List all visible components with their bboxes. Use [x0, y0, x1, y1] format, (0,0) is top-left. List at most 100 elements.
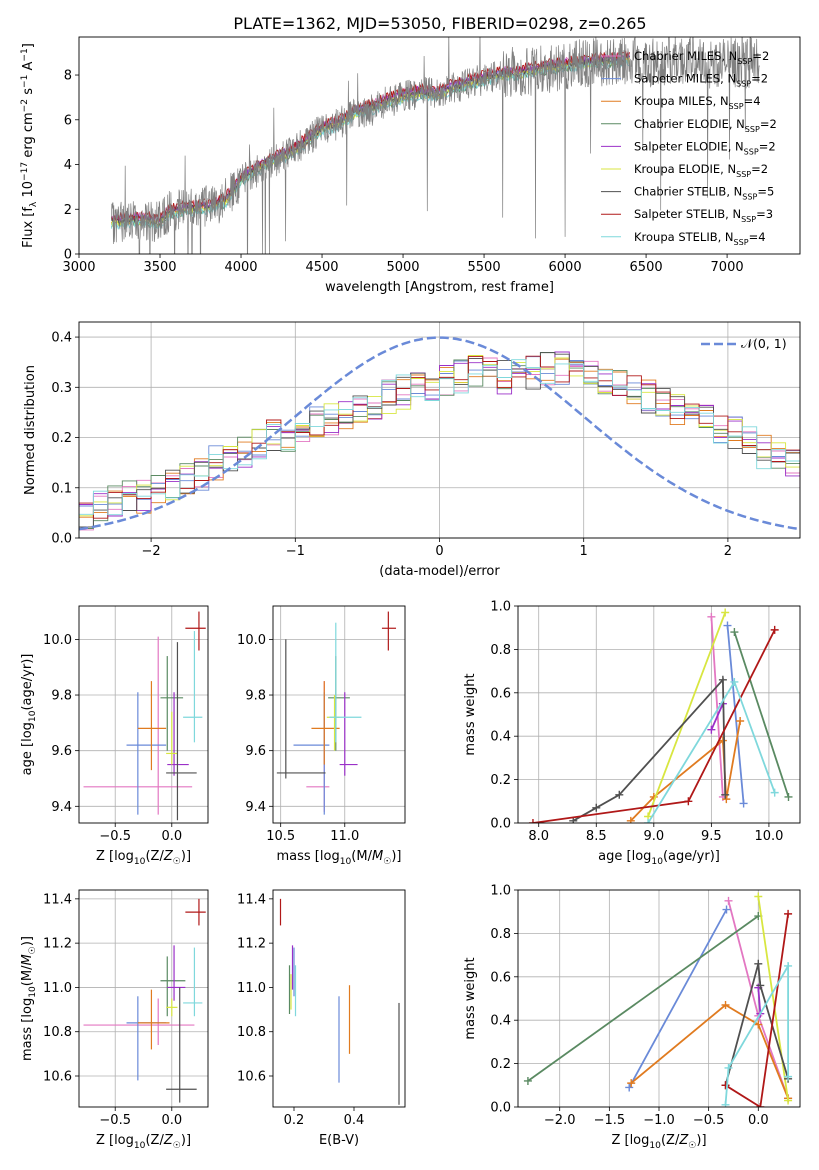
y-tick-label: 0.2 — [51, 431, 72, 446]
y-tick-label: 10.0 — [43, 633, 72, 648]
x-tick-label: 0.4 — [344, 1113, 365, 1128]
y-tick-label: 11.0 — [237, 981, 266, 996]
panel-mass-vs-z: −0.5 0.0 10.6 10.8 11.0 11.2 11.4 Z [log10(Z/Z☉… — [20, 889, 209, 1151]
mass-weight-marker — [756, 1103, 765, 1107]
x-tick-label: 0.0 — [161, 1113, 182, 1128]
y-tick-label: 9.4 — [51, 800, 72, 815]
mass-weight-line — [757, 987, 762, 1014]
data-weight-vs-age — [528, 608, 793, 823]
y-tick-label: 0.0 — [490, 817, 511, 832]
plot-layer: 3000 3500 4000 4500 5000 5500 6000 6500 7000 0 2 4 6… — [20, 36, 801, 1151]
axes-frame — [272, 605, 406, 824]
x-tick-label: 0.0 — [748, 1113, 769, 1128]
x-tick-label: 7000 — [711, 260, 744, 275]
mass-weight-line — [630, 1003, 789, 1099]
mass-weight-marker — [592, 803, 601, 812]
mass-weight-line — [725, 913, 789, 1107]
x-tick-label: −1 — [286, 544, 305, 559]
mass-weight-marker — [739, 799, 748, 808]
data-spectrum — [110, 37, 760, 254]
y-tick-label: 4 — [64, 158, 72, 173]
axes-frame — [78, 321, 801, 539]
mass-weight-marker — [722, 905, 731, 914]
x-tick-label: 6000 — [549, 260, 582, 275]
grid-weight-vs-age — [518, 605, 800, 824]
mass-weight-line — [733, 631, 790, 798]
residual-histogram-step — [79, 356, 800, 538]
axes-frame — [517, 889, 801, 1108]
x-tick-label: 8.0 — [528, 829, 549, 844]
y-tick-label: 0.3 — [51, 381, 72, 396]
x-tick-label: −1.0 — [643, 1113, 675, 1128]
legend-label: Chabrier ELODIE, NSSP=2 — [634, 117, 777, 134]
y-tick-label: 0.2 — [490, 1057, 511, 1072]
mass-weight-marker — [756, 981, 765, 990]
mass-weight-marker — [523, 1076, 532, 1085]
y-axis-label: mass weight — [463, 673, 478, 755]
x-axis-label: Z [log10(Z/Z☉)] — [96, 1133, 191, 1151]
grid-residuals — [79, 322, 800, 539]
mass-weight-marker — [736, 717, 745, 726]
y-axis-label: age [log10(age/yr)] — [20, 654, 38, 776]
y-tick-label: 9.8 — [51, 689, 72, 704]
y-tick-label: 11.4 — [237, 892, 266, 907]
panel-residuals: −2 −1 0 1 2 0.0 0.1 0.2 0.3 0.4 (data-model)/error… — [23, 321, 801, 579]
x-tick-label: 4500 — [305, 260, 338, 275]
x-tick-label: 8.5 — [586, 829, 607, 844]
axes-frame — [517, 605, 801, 824]
y-tick-label: 0.4 — [490, 730, 511, 745]
mass-weight-marker — [707, 612, 716, 621]
mass-weight-line — [710, 616, 724, 798]
mass-weight-marker — [754, 892, 763, 901]
axes-frame — [272, 889, 406, 1108]
legend-label: Kroupa STELIB, NSSP=4 — [634, 230, 766, 247]
y-tick-label: 9.6 — [51, 744, 72, 759]
residual-histogram-step — [79, 358, 800, 538]
x-tick-label: 10.0 — [754, 829, 783, 844]
residual-histogram-step — [79, 355, 800, 538]
axes-frame — [78, 36, 801, 255]
mass-weight-marker — [784, 961, 793, 970]
y-tick-label: 0.4 — [490, 1014, 511, 1029]
mass-weight-marker — [784, 1096, 793, 1105]
mass-weight-marker — [770, 625, 779, 634]
axes-frame — [78, 605, 209, 824]
grid-weight-vs-z — [518, 889, 800, 1108]
mass-weight-marker — [625, 1083, 634, 1092]
mass-weight-marker — [721, 1100, 730, 1107]
mass-weight-marker — [784, 909, 793, 918]
x-tick-label: 10.5 — [266, 829, 295, 844]
y-tick-label: 0.8 — [490, 643, 511, 658]
legend-label: Kroupa ELODIE, NSSP=2 — [634, 162, 768, 179]
mass-weight-line — [527, 915, 759, 1082]
mass-weight-marker — [723, 621, 732, 630]
y-tick-label: 0.0 — [490, 1101, 511, 1116]
x-tick-label: 5500 — [468, 260, 501, 275]
x-axis-label: Z [log10(Z/Z☉)] — [611, 1133, 706, 1151]
y-tick-label: 10.0 — [237, 633, 266, 648]
legend-label: Salpeter STELIB, NSSP=3 — [634, 207, 773, 224]
y-axis-label: Flux [fλ 10−17 erg cm−2 s−1 A−1] — [20, 43, 39, 248]
mass-weight-marker — [626, 816, 635, 823]
x-tick-label: −0.5 — [693, 1113, 725, 1128]
mass-weight-line — [726, 625, 745, 804]
mass-weight-marker — [718, 675, 727, 684]
x-tick-label: −2 — [142, 544, 161, 559]
mass-weight-marker — [528, 819, 537, 823]
figure-title: PLATE=1362, MJD=53050, FIBERID=0298, z=0… — [233, 14, 646, 33]
residual-histogram-step — [79, 352, 800, 538]
x-axis-label: E(B-V) — [319, 1133, 359, 1148]
y-tick-label: 0.8 — [490, 927, 511, 942]
x-axis-label: age [log10(age/yr)] — [598, 849, 720, 867]
legend-label: Salpeter ELODIE, NSSP=2 — [634, 139, 776, 156]
mass-weight-marker — [721, 1081, 730, 1090]
residual-histogram-step — [79, 352, 800, 538]
data-weight-vs-z — [523, 892, 793, 1107]
mass-weight-marker — [754, 1020, 763, 1029]
y-tick-label: 10.8 — [43, 1025, 72, 1040]
legend: 𝒩(0, 1) — [701, 336, 787, 351]
x-tick-label: −0.5 — [99, 829, 131, 844]
mass-weight-line — [647, 612, 727, 817]
grid-age-vs-z — [79, 606, 208, 823]
